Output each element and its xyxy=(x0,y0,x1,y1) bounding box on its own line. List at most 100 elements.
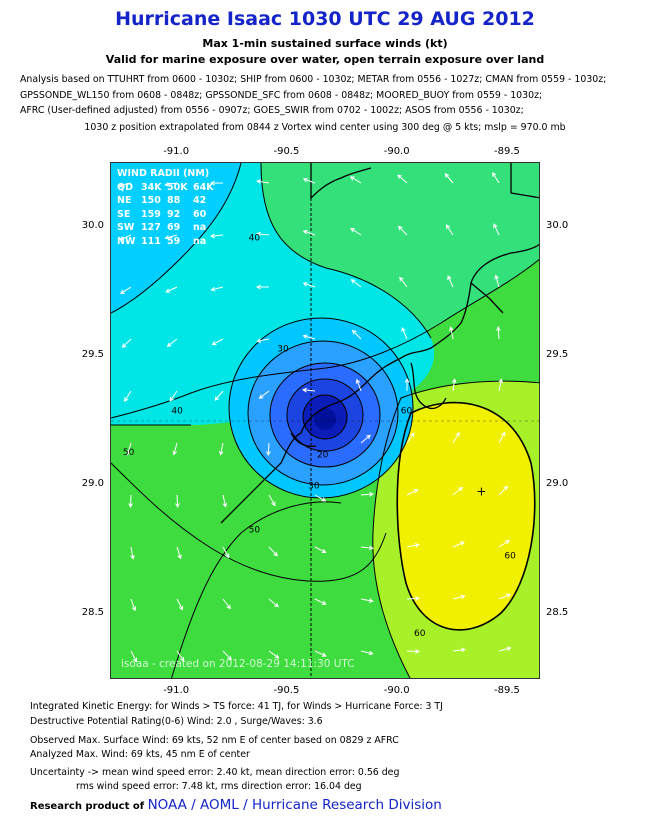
wind-vector-arrow xyxy=(210,180,224,186)
wind-vector-arrow xyxy=(165,286,178,293)
x-tick-label-bottom: -90.5 xyxy=(273,685,300,696)
wind-vector-arrow xyxy=(360,650,374,656)
subtitle-wind-type: Max 1-min sustained surface winds (kt) xyxy=(202,37,448,50)
wind-vector-arrow xyxy=(498,431,506,444)
wind-vector-arrow xyxy=(451,378,457,392)
contour-label: 20 xyxy=(317,451,329,461)
wind-vector-arrow xyxy=(351,329,362,340)
wind-vector-arrow xyxy=(314,494,327,502)
wind-vector-arrow xyxy=(406,542,420,548)
wind-vector-arrow xyxy=(350,279,362,288)
y-tick-label-right: 28.5 xyxy=(546,607,569,619)
x-tick-label-top: -89.5 xyxy=(493,146,520,157)
wind-vector-arrow xyxy=(449,326,454,340)
band-max-wind xyxy=(397,402,535,630)
radii-header-cell: QD xyxy=(117,181,133,193)
analysis-line: Analysis based on TTUHRT from 0600 - 103… xyxy=(20,74,607,85)
wind-vector-arrow xyxy=(349,176,362,184)
wind-vector-arrow xyxy=(164,234,178,240)
wind-vector-arrow xyxy=(120,286,132,294)
analysis-sources: Analysis based on TTUHRT from 0600 - 103… xyxy=(20,72,640,119)
wind-vector-arrow xyxy=(268,598,279,608)
wind-field-map[interactable]: 40 40 30 20 30 50 50 60 60 60 + WIND RADII (NM) Q… xyxy=(110,162,540,679)
radii-cell: NW xyxy=(117,235,136,247)
contour-label: 30 xyxy=(277,345,289,355)
wind-vector-arrow xyxy=(452,486,464,496)
contour-label: 60 xyxy=(414,629,426,639)
radii-cell: na xyxy=(193,235,207,247)
x-tick-label-bottom: -89.5 xyxy=(493,685,520,696)
uncertainty-line-1: Uncertainty -> mean wind speed error: 2.… xyxy=(30,767,400,778)
radii-cell: NE xyxy=(117,195,132,206)
wind-vector-arrow xyxy=(314,598,327,605)
research-credit: Research product of NOAA / AOML / Hurric… xyxy=(30,797,442,813)
wind-radii-row: SE 159 92 60 xyxy=(117,208,219,222)
wind-vector-arrow xyxy=(406,596,420,601)
contour-label: 40 xyxy=(249,234,261,244)
research-org-link[interactable]: NOAA / AOML / Hurricane Research Divisio… xyxy=(147,797,442,813)
wind-vector-arrow xyxy=(314,546,327,554)
x-tick-label-top: -91.0 xyxy=(163,146,190,157)
wind-vector-arrow xyxy=(355,378,362,392)
wind-vector-arrow xyxy=(498,378,504,392)
wind-vector-arrow xyxy=(169,390,178,402)
wind-vector-arrow xyxy=(360,598,374,603)
wind-vector-arrow xyxy=(397,174,408,184)
radii-cell: 159 xyxy=(141,208,161,220)
wind-vector-arrow xyxy=(498,485,509,496)
band-30-40-nw xyxy=(111,163,241,313)
radii-cell: 69 xyxy=(167,222,181,233)
radii-cell: 127 xyxy=(141,222,161,233)
wind-field-svg: 40 40 30 20 30 50 50 60 60 60 + xyxy=(111,163,539,678)
wind-radii-row: NW 111 59 na xyxy=(117,235,219,249)
radii-header-cell: 50K xyxy=(167,181,188,193)
wind-radii-header: QD 34K 50K 64K xyxy=(117,181,219,195)
radii-header-cell: 34K xyxy=(141,181,162,193)
wind-vector-arrow xyxy=(302,229,316,236)
ike-line: Integrated Kinetic Energy: for Winds > T… xyxy=(30,701,443,712)
wind-vector-arrow xyxy=(118,182,132,188)
subtitle-exposure: Valid for marine exposure over water, op… xyxy=(105,53,545,66)
wind-vector-arrow xyxy=(302,282,316,288)
wind-vector-arrow xyxy=(498,593,512,600)
wind-vector-arrow xyxy=(452,647,466,653)
wind-vector-arrow xyxy=(302,177,316,184)
y-tick-label-right: 29.0 xyxy=(546,478,569,490)
analyzed-max-line: Analyzed Max. Wind: 69 kts, 45 nm E of c… xyxy=(30,749,250,760)
wind-vector-arrow xyxy=(406,432,415,444)
x-tick-label-top: -90.5 xyxy=(273,146,300,157)
wind-vector-arrow xyxy=(447,275,454,288)
wind-vectors xyxy=(118,171,512,663)
wind-vector-arrow xyxy=(266,442,271,456)
wind-vector-arrow xyxy=(126,442,132,456)
wind-vector-arrow xyxy=(498,540,510,548)
wind-vector-arrow xyxy=(452,431,460,444)
contour-label: 40 xyxy=(171,407,183,417)
wind-vector-arrow xyxy=(360,545,374,551)
analysis-line: AFRC (User-defined adjusted) from 0556 -… xyxy=(20,105,524,116)
wind-vector-arrow xyxy=(130,546,135,560)
wind-vector-arrow xyxy=(210,233,224,239)
wind-vector-arrow xyxy=(218,442,224,456)
wind-vector-arrow xyxy=(494,274,500,288)
wind-vector-arrow xyxy=(222,494,228,508)
radii-cell: 42 xyxy=(193,195,207,206)
wind-vector-arrow xyxy=(256,231,270,237)
wind-vector-arrow xyxy=(130,598,137,612)
max-wind-marker: + xyxy=(476,484,486,498)
wind-vector-arrow xyxy=(119,234,132,241)
radii-cell: 60 xyxy=(193,208,207,220)
wind-vector-arrow xyxy=(302,387,316,393)
uncertainty-line-2: rms wind speed error: 7.48 kt, rms direc… xyxy=(76,781,362,792)
research-prefix: Research product of xyxy=(30,801,145,812)
wind-radii-title: WIND RADII (NM) xyxy=(117,168,210,179)
radii-cell: SW xyxy=(117,222,135,233)
contour-label: 50 xyxy=(249,526,261,536)
page-title: Hurricane Isaac 1030 UTC 29 AUG 2012 xyxy=(115,8,535,30)
wind-vector-arrow xyxy=(492,171,500,184)
y-tick-label-left: 28.5 xyxy=(81,607,104,619)
contour-label-group: 40 40 30 20 30 50 50 60 60 60 xyxy=(123,234,516,640)
radii-cell: na xyxy=(193,222,207,233)
wind-vector-arrow xyxy=(404,378,410,392)
y-tick-label-left: 29.5 xyxy=(81,348,104,360)
